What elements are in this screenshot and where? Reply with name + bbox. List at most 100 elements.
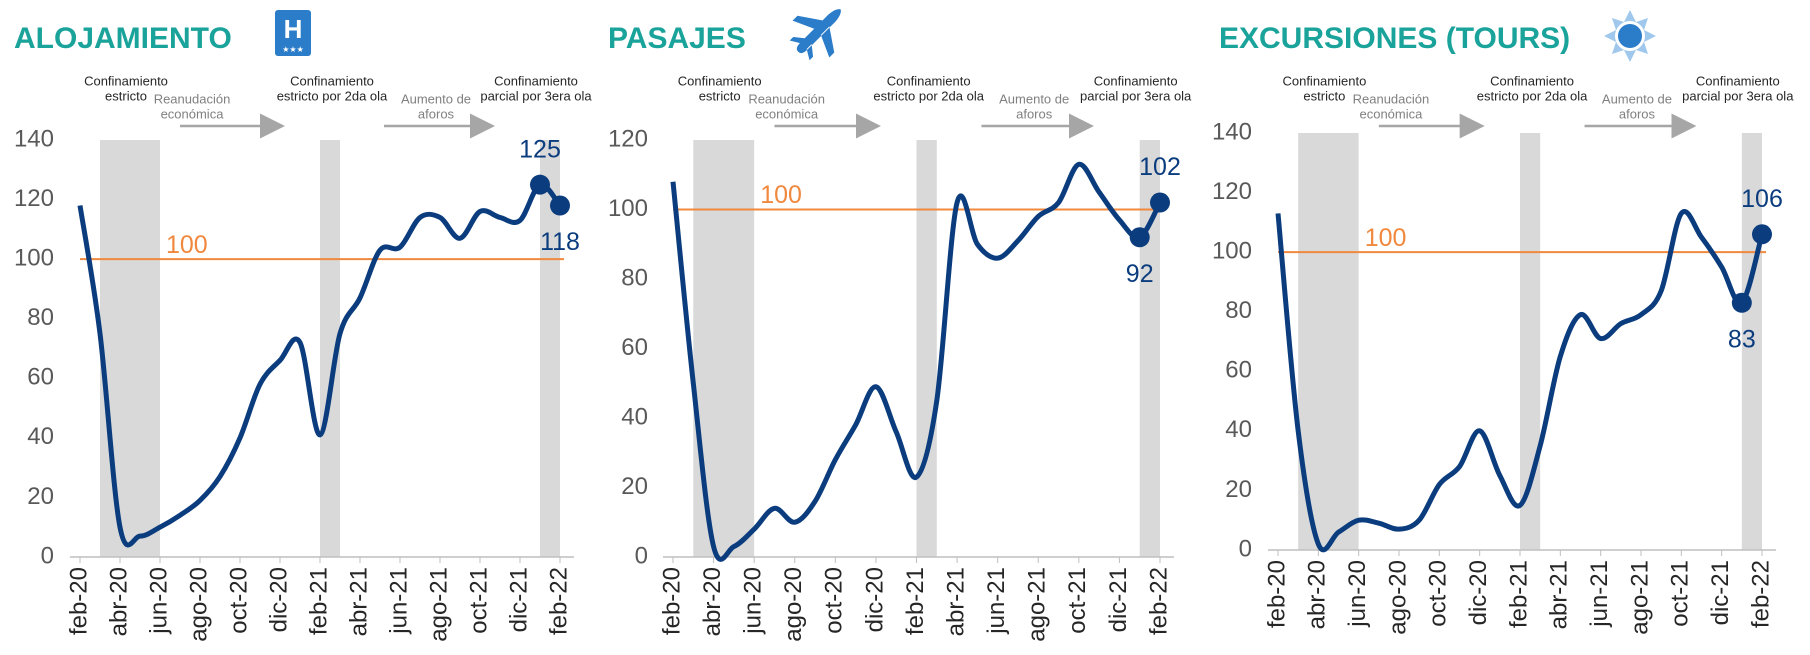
event-label: aforos xyxy=(1016,106,1053,121)
sun-icon xyxy=(1604,10,1656,62)
shaded-period xyxy=(320,140,340,557)
y-tick-label: 40 xyxy=(621,403,648,430)
point-marker xyxy=(1129,227,1150,248)
x-tick-label: oct-21 xyxy=(465,567,492,634)
x-tick-label: feb-21 xyxy=(902,567,929,635)
event-label: Confinamiento xyxy=(290,73,374,88)
x-tick-label: feb-22 xyxy=(545,567,572,635)
x-tick-label: abr-20 xyxy=(1304,560,1331,629)
y-tick-label: 60 xyxy=(27,364,54,391)
y-tick-label: 60 xyxy=(1225,357,1252,384)
y-tick-label: 20 xyxy=(1225,476,1252,503)
point-marker xyxy=(1150,192,1170,213)
event-label: Reanudación xyxy=(154,91,231,106)
x-tick-label: feb-20 xyxy=(65,567,92,635)
event-label: Confinamiento xyxy=(494,73,578,88)
shaded-period xyxy=(1520,133,1541,550)
x-tick-label: feb-22 xyxy=(1747,560,1774,628)
event-label: económica xyxy=(1359,106,1423,121)
x-tick-label: abr-21 xyxy=(1546,560,1573,629)
x-tick-label: feb-21 xyxy=(305,567,332,635)
x-tick-label: abr-21 xyxy=(345,567,372,636)
point-marker xyxy=(1752,224,1772,245)
event-label: estricto por 2da ola xyxy=(873,88,984,103)
data-label: 102 xyxy=(1139,153,1181,181)
data-label: 125 xyxy=(519,135,561,163)
event-label: Confinamiento xyxy=(1282,73,1366,88)
y-tick-label: 20 xyxy=(621,473,648,500)
x-tick-label: oct-21 xyxy=(1667,560,1694,627)
x-tick-label: ago-20 xyxy=(780,567,807,642)
chart-title: PASAJES xyxy=(608,22,746,55)
x-tick-label: jun-20 xyxy=(145,567,172,635)
y-tick-label: 0 xyxy=(41,542,54,569)
point-marker xyxy=(530,174,550,195)
point-marker xyxy=(550,195,570,216)
y-tick-label: 80 xyxy=(27,304,54,331)
x-tick-label: oct-21 xyxy=(1064,567,1091,634)
series-line xyxy=(1275,209,1765,553)
y-tick-label: 140 xyxy=(1212,118,1252,145)
event-label: Reanudación xyxy=(1353,91,1430,106)
svg-text:H: H xyxy=(284,14,303,44)
x-tick-label: ago-20 xyxy=(1384,560,1411,635)
y-tick-label: 40 xyxy=(1225,416,1252,443)
x-tick-label: dic-20 xyxy=(1465,560,1492,625)
event-label: Confinamiento xyxy=(678,73,762,88)
x-tick-label: oct-20 xyxy=(1425,560,1452,627)
reference-label: 100 xyxy=(166,231,208,259)
y-tick-label: 60 xyxy=(621,334,648,361)
x-tick-label: ago-21 xyxy=(1626,560,1653,635)
event-label: Reanudación xyxy=(748,91,825,106)
event-label: estricto xyxy=(105,88,147,103)
x-tick-label: feb-20 xyxy=(658,567,685,635)
x-tick-label: dic-21 xyxy=(1707,560,1734,625)
y-tick-label: 80 xyxy=(621,264,648,291)
x-tick-label: abr-20 xyxy=(105,567,132,636)
x-tick-label: jun-21 xyxy=(983,567,1010,635)
event-label: estricto por 2da ola xyxy=(1477,88,1588,103)
y-tick-label: 20 xyxy=(27,483,54,510)
x-tick-label: oct-20 xyxy=(821,567,848,634)
event-label: estricto xyxy=(699,88,741,103)
y-tick-label: 120 xyxy=(608,125,648,152)
event-label: parcial por 3era ola xyxy=(1682,88,1794,103)
x-tick-label: ago-21 xyxy=(425,567,452,642)
event-label: parcial por 3era ola xyxy=(1080,88,1192,103)
y-tick-label: 0 xyxy=(635,542,648,569)
svg-text:★★★: ★★★ xyxy=(282,45,304,54)
event-label: Confinamiento xyxy=(1490,73,1574,88)
x-tick-label: abr-20 xyxy=(699,567,726,636)
shaded-period xyxy=(540,140,560,557)
event-label: económica xyxy=(161,106,225,121)
y-tick-label: 120 xyxy=(1212,178,1252,205)
x-tick-label: jun-21 xyxy=(1586,560,1613,628)
y-tick-label: 100 xyxy=(1212,237,1252,264)
y-tick-label: 100 xyxy=(14,244,54,271)
chart-title: EXCURSIONES (TOURS) xyxy=(1219,22,1570,55)
data-label: 92 xyxy=(1126,260,1154,288)
x-tick-label: jun-20 xyxy=(740,567,767,635)
x-tick-label: jun-21 xyxy=(385,567,412,635)
x-tick-label: dic-21 xyxy=(1105,567,1132,632)
event-label: Aumento de xyxy=(401,91,471,106)
x-tick-label: jun-20 xyxy=(1344,560,1371,628)
x-tick-label: dic-20 xyxy=(861,567,888,632)
x-tick-label: oct-20 xyxy=(225,567,252,634)
event-label: Aumento de xyxy=(1602,91,1672,106)
x-tick-label: ago-21 xyxy=(1024,567,1051,642)
event-label: Confinamiento xyxy=(1094,73,1178,88)
event-label: parcial por 3era ola xyxy=(480,88,592,103)
y-tick-label: 40 xyxy=(27,423,54,450)
x-tick-label: feb-21 xyxy=(1505,560,1532,628)
series-line xyxy=(670,161,1163,562)
shaded-period xyxy=(693,140,755,557)
shaded-period xyxy=(1298,133,1359,550)
data-label: 118 xyxy=(540,228,580,256)
x-tick-label: dic-20 xyxy=(265,567,292,632)
reference-label: 100 xyxy=(1365,224,1407,252)
event-label: económica xyxy=(755,106,819,121)
event-label: Confinamiento xyxy=(1696,73,1780,88)
